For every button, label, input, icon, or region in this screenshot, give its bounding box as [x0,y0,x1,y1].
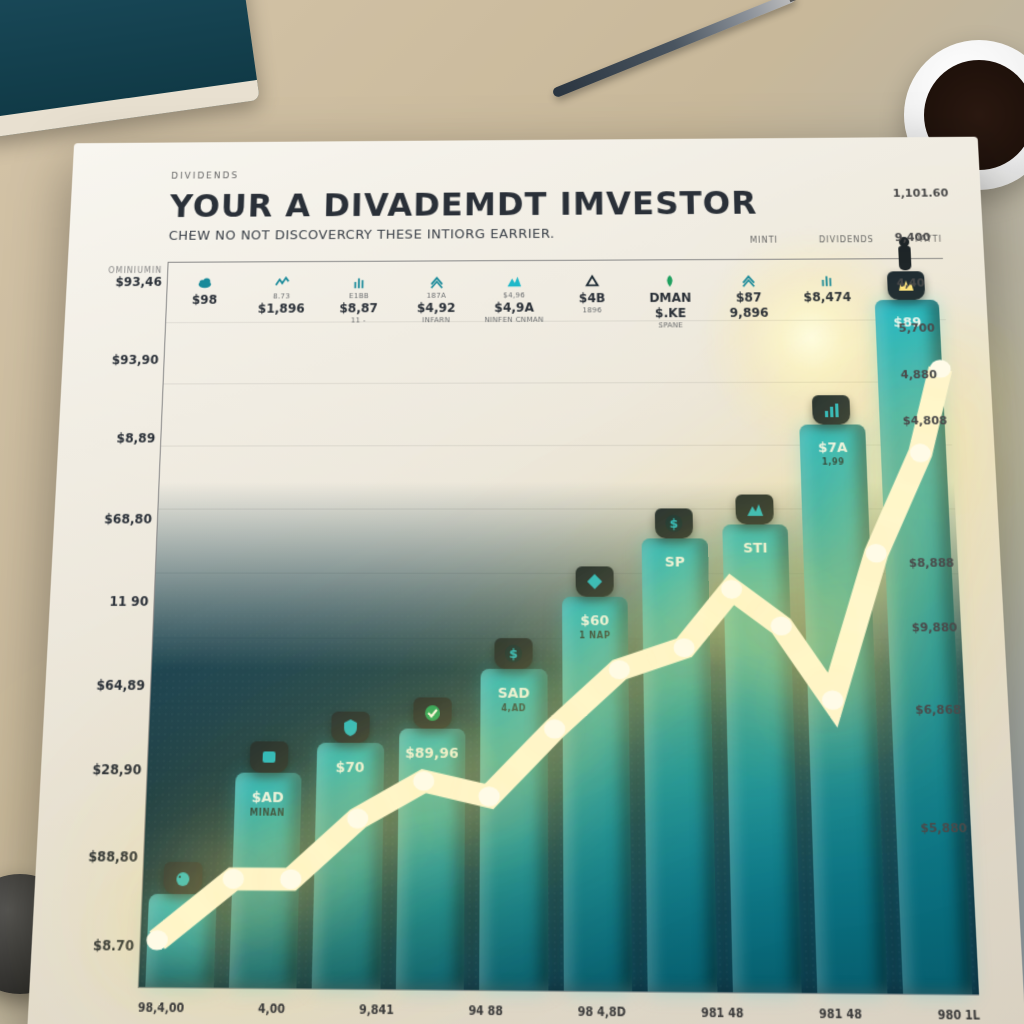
y-right-tick: 4,40 [896,276,925,289]
y-right-tick: $5,880 [920,821,967,836]
bar-cap-icon [413,697,452,728]
x-tick: 98 4,8D [578,1006,626,1020]
bar-5: $601 NAP [562,596,633,991]
x-axis: 98,4,00 4,00 9,841 94 88 98 4,8D 981 48 981 48… [138,1002,981,1023]
x-tick: 980 1L [938,1010,981,1024]
bar-cap-icon [163,862,203,894]
bar-amount: $A [154,912,209,930]
x-tick: 98,4,00 [138,1002,185,1015]
y-left-tick: $8.70 [37,938,135,954]
y-left-tick: OMINIUMIN$93,46 [71,267,162,289]
y-right-tick: $6,868 [915,703,962,718]
y-right-tick: $8,888 [909,556,955,570]
y-left-tick: $88,80 [41,850,138,866]
y-right-tick: $4,808 [902,414,947,428]
y-right-tick: 1,101.60 [892,186,948,199]
bar-cap-icon [655,509,693,539]
y-right-tick: $9,880 [911,621,957,635]
y-left-tick: 11 90 [55,595,149,609]
x-tick: 4,00 [258,1003,285,1016]
bar-amount: SAD4,AD [487,687,541,714]
title-emph: DIVADEMDT IMVESTOR [323,184,758,224]
y-right-tick: 4,880 [900,367,937,381]
eyebrow-text: DIVIDENDS [171,167,939,182]
chart-container: MINTI DIVIDENDS PAYTI OMINIUMIN$93,46$93… [138,258,979,996]
x-tick: 94 88 [468,1005,503,1018]
x-tick: 981 48 [701,1007,744,1021]
y-left-tick: $68,80 [59,513,152,527]
y-left-tick: $93,90 [67,353,158,367]
bar-cap-icon [735,494,774,524]
bars-row: $A $ADMINAN $70 $89,96 SAD4,AD $601 NAP SP STI $… [139,259,979,994]
bar-amount: $70 [323,761,377,778]
page-title: YOUR A DIVADEMDT IMVESTOR [169,183,941,225]
bar-8: $7A1,99 [799,425,887,994]
x-tick: 9,841 [359,1004,394,1017]
bar-cap-icon [812,396,851,425]
bar-amount: $601 NAP [568,614,622,641]
y-left-tick: $64,89 [50,678,145,693]
bar-0: $A [145,894,216,988]
bar-amount: STI [728,542,782,558]
bar-1: $ADMINAN [228,773,301,989]
bar-2: $70 [312,743,384,989]
bar-cap-icon [575,566,613,596]
bar-amount: SP [648,556,702,572]
bar-cap-icon [249,741,288,773]
bar-amount: $7A1,99 [806,442,860,468]
y-right-tick: 5,700 [898,321,935,335]
bar-cap-icon [495,639,533,670]
tab-1: MINTI [750,236,778,245]
bar-cap-icon [331,712,370,743]
y-left-tick: $28,90 [46,763,142,778]
tab-2: DIVIDENDS [819,235,874,244]
bar-3: $89,96 [395,728,465,989]
report-paper: DIVIDENDS YOUR A DIVADEMDT IMVESTOR CHEW… [26,137,1024,1024]
pen-prop [552,0,797,98]
book-prop [0,0,260,139]
bar-6: SP [642,539,717,992]
x-tick: 981 48 [819,1008,862,1022]
bar-amount: $89,96 [405,746,459,763]
title-pre: YOUR A [169,187,324,225]
bar-7: STI [722,524,802,992]
y-right-tick: 9,400 [894,231,930,244]
bar-amount: $ADMINAN [240,791,295,819]
y-left-tick: $8,89 [63,432,155,446]
bar-4: SAD4,AD [479,669,548,990]
